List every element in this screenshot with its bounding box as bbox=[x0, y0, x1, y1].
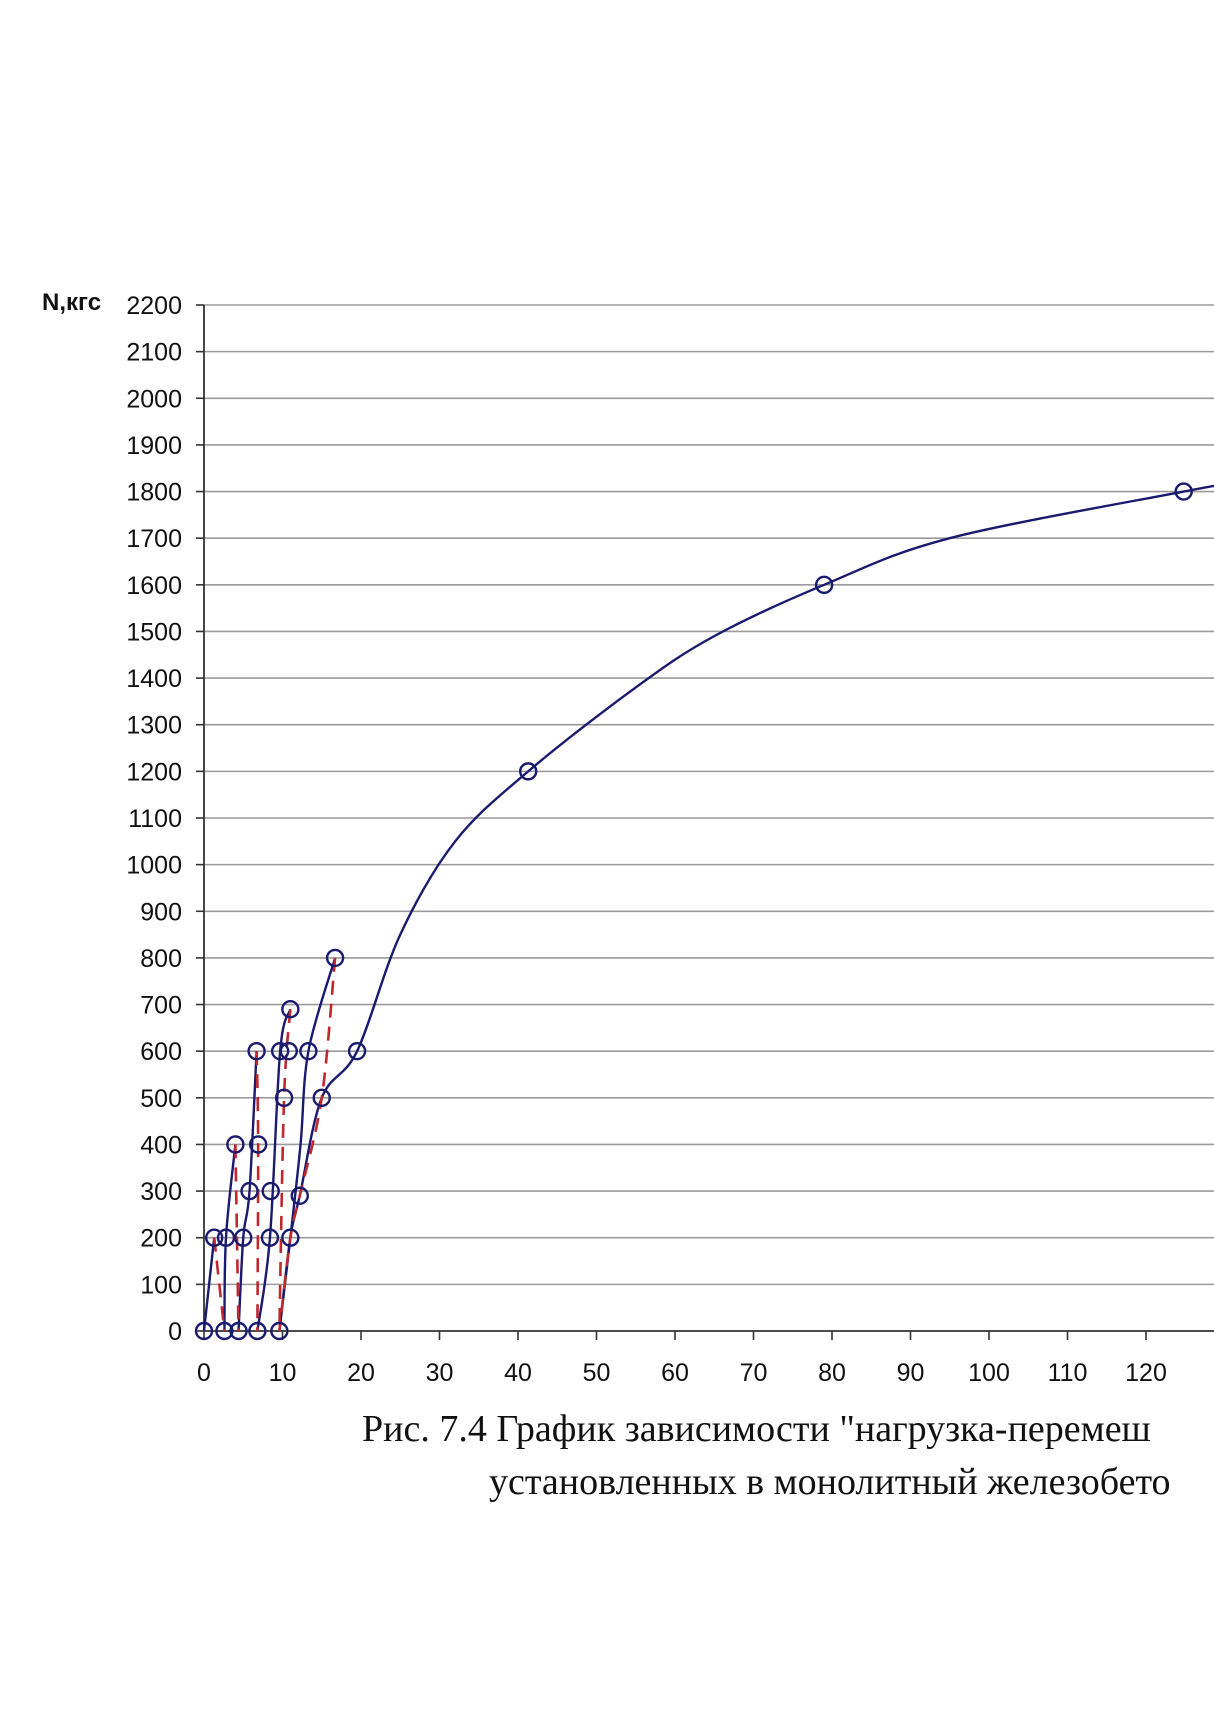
data-point bbox=[290, 1186, 309, 1205]
data-point bbox=[215, 1321, 234, 1341]
data-point bbox=[261, 1181, 280, 1201]
data-point bbox=[194, 1321, 214, 1341]
unloading-line bbox=[234, 1144, 240, 1332]
data-point bbox=[519, 762, 538, 781]
x-tick-label: 70 bbox=[740, 1359, 768, 1387]
unloading-line bbox=[278, 1009, 292, 1332]
data-point bbox=[240, 1181, 259, 1201]
y-tick-label: 1500 bbox=[126, 618, 182, 646]
tick-labels: 0100200300400500600700800900100011001200… bbox=[126, 292, 1167, 1387]
y-tick-label: 1700 bbox=[126, 525, 182, 553]
x-tick-label: 30 bbox=[426, 1359, 454, 1387]
y-tick-label: 500 bbox=[140, 1085, 182, 1113]
x-tick-label: 120 bbox=[1125, 1359, 1167, 1387]
unloading-line bbox=[212, 1237, 226, 1332]
x-tick-label: 20 bbox=[347, 1359, 375, 1387]
axes bbox=[196, 304, 1214, 1340]
y-tick-label: 100 bbox=[140, 1271, 182, 1299]
loading-line bbox=[256, 1008, 292, 1332]
x-tick-label: 90 bbox=[897, 1359, 925, 1387]
data-point bbox=[279, 1041, 298, 1061]
x-tick-label: 40 bbox=[504, 1359, 532, 1387]
data-point bbox=[229, 1321, 248, 1341]
y-tick-label: 2100 bbox=[126, 339, 182, 367]
figure-caption-line-2: установленных в монолитный железобето bbox=[489, 1461, 1171, 1503]
x-tick-label: 60 bbox=[661, 1359, 689, 1387]
y-tick-label: 800 bbox=[140, 945, 182, 973]
loading-line bbox=[223, 1144, 237, 1332]
data-point bbox=[281, 1000, 300, 1019]
data-point bbox=[234, 1228, 253, 1247]
y-tick-label: 1400 bbox=[126, 665, 182, 693]
y-tick-label: 700 bbox=[140, 992, 182, 1020]
loading-line bbox=[278, 484, 1214, 1332]
series-lines bbox=[202, 484, 1214, 1332]
data-point-markers bbox=[194, 482, 1193, 1341]
figure-caption-line-1: Рис. 7.4 График зависимости "нагрузка-пе… bbox=[362, 1408, 1151, 1450]
y-tick-label: 900 bbox=[140, 898, 182, 926]
data-point bbox=[270, 1321, 289, 1341]
y-tick-label: 0 bbox=[168, 1318, 182, 1346]
unloading-line bbox=[278, 957, 337, 1332]
data-point bbox=[1174, 482, 1193, 501]
y-tick-label: 1300 bbox=[126, 712, 182, 740]
grid-lines bbox=[204, 304, 1214, 1286]
x-tick-label: 0 bbox=[197, 1359, 211, 1387]
data-point bbox=[226, 1135, 245, 1154]
data-point bbox=[814, 575, 834, 595]
data-point bbox=[248, 1135, 268, 1154]
loading-line bbox=[237, 1051, 258, 1332]
data-point bbox=[247, 1041, 266, 1061]
x-tick-label: 80 bbox=[818, 1359, 846, 1387]
y-tick-label: 400 bbox=[140, 1131, 182, 1159]
loading-line bbox=[202, 1237, 216, 1332]
y-tick-label: 1100 bbox=[128, 805, 182, 833]
x-tick-label: 100 bbox=[968, 1359, 1010, 1387]
data-point bbox=[274, 1088, 294, 1108]
data-point bbox=[260, 1228, 280, 1247]
data-point bbox=[248, 1321, 267, 1341]
y-axis-label: N,кгс bbox=[42, 289, 101, 316]
y-tick-label: 600 bbox=[140, 1038, 182, 1066]
unloading-line bbox=[255, 1051, 260, 1332]
y-tick-label: 2200 bbox=[126, 292, 182, 320]
y-tick-label: 1000 bbox=[126, 852, 182, 880]
y-tick-label: 200 bbox=[140, 1225, 182, 1253]
y-tick-label: 1900 bbox=[126, 432, 182, 460]
y-tick-label: 1600 bbox=[126, 572, 182, 600]
data-point bbox=[270, 1041, 290, 1061]
y-tick-label: 1800 bbox=[126, 479, 182, 507]
data-point bbox=[205, 1228, 224, 1247]
data-point bbox=[325, 948, 345, 968]
y-tick-label: 300 bbox=[140, 1178, 182, 1206]
data-point bbox=[216, 1228, 236, 1247]
data-point bbox=[281, 1228, 300, 1247]
y-tick-label: 2000 bbox=[126, 385, 182, 413]
data-point bbox=[299, 1041, 318, 1061]
x-tick-label: 10 bbox=[269, 1359, 297, 1387]
x-tick-label: 50 bbox=[583, 1359, 611, 1387]
data-point bbox=[347, 1041, 367, 1061]
x-tick-label: 110 bbox=[1048, 1359, 1088, 1387]
data-point bbox=[312, 1088, 331, 1108]
y-tick-label: 1200 bbox=[126, 758, 182, 786]
